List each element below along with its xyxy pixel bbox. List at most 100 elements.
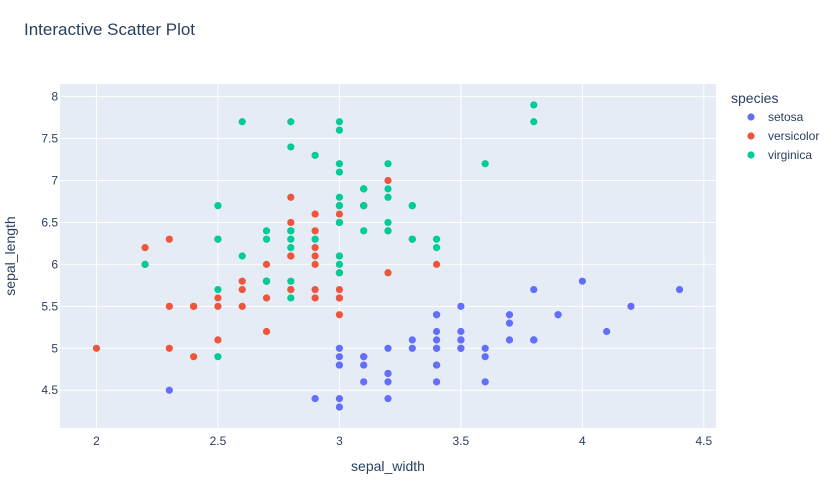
- point-virginica[interactable]: [432, 244, 441, 252]
- point-virginica[interactable]: [287, 235, 295, 243]
- point-virginica[interactable]: [335, 168, 344, 176]
- point-setosa[interactable]: [530, 336, 538, 344]
- point-versicolor[interactable]: [287, 285, 295, 294]
- point-setosa[interactable]: [384, 395, 392, 403]
- point-virginica[interactable]: [238, 252, 246, 260]
- point-setosa[interactable]: [481, 344, 489, 352]
- point-versicolor[interactable]: [311, 285, 319, 294]
- point-versicolor[interactable]: [335, 311, 344, 319]
- point-virginica[interactable]: [384, 218, 392, 227]
- point-virginica[interactable]: [384, 185, 392, 193]
- point-setosa[interactable]: [481, 378, 489, 386]
- point-virginica[interactable]: [432, 235, 441, 243]
- point-setosa[interactable]: [335, 395, 344, 403]
- point-virginica[interactable]: [141, 260, 149, 268]
- point-virginica[interactable]: [214, 285, 222, 294]
- point-virginica[interactable]: [335, 160, 344, 168]
- point-setosa[interactable]: [505, 311, 514, 319]
- point-virginica[interactable]: [408, 235, 416, 243]
- point-versicolor[interactable]: [238, 285, 246, 294]
- point-versicolor[interactable]: [214, 336, 222, 344]
- point-setosa[interactable]: [408, 336, 416, 344]
- point-versicolor[interactable]: [190, 302, 198, 310]
- point-versicolor[interactable]: [335, 210, 344, 218]
- point-versicolor[interactable]: [432, 260, 441, 268]
- point-virginica[interactable]: [335, 193, 344, 201]
- point-versicolor[interactable]: [311, 260, 319, 268]
- point-versicolor[interactable]: [335, 294, 344, 302]
- point-virginica[interactable]: [287, 143, 295, 151]
- point-virginica[interactable]: [384, 160, 392, 168]
- point-virginica[interactable]: [335, 260, 344, 268]
- legend-item-virginica[interactable]: virginica: [747, 148, 812, 162]
- point-setosa[interactable]: [432, 327, 441, 336]
- point-versicolor[interactable]: [214, 294, 222, 302]
- point-setosa[interactable]: [335, 403, 344, 411]
- point-virginica[interactable]: [287, 294, 295, 302]
- point-setosa[interactable]: [481, 353, 489, 361]
- point-virginica[interactable]: [262, 227, 271, 235]
- point-virginica[interactable]: [214, 353, 222, 361]
- point-setosa[interactable]: [505, 336, 514, 344]
- point-setosa[interactable]: [165, 386, 173, 394]
- point-setosa[interactable]: [384, 369, 392, 378]
- point-versicolor[interactable]: [311, 244, 319, 252]
- point-versicolor[interactable]: [384, 176, 392, 185]
- point-versicolor[interactable]: [262, 327, 271, 336]
- point-setosa[interactable]: [432, 336, 441, 344]
- point-virginica[interactable]: [530, 101, 538, 109]
- point-versicolor[interactable]: [287, 218, 295, 227]
- point-virginica[interactable]: [360, 227, 368, 235]
- point-virginica[interactable]: [335, 202, 344, 210]
- point-setosa[interactable]: [408, 344, 416, 352]
- point-versicolor[interactable]: [287, 193, 295, 201]
- point-virginica[interactable]: [335, 218, 344, 227]
- point-virginica[interactable]: [287, 118, 295, 126]
- point-versicolor[interactable]: [311, 227, 319, 235]
- point-setosa[interactable]: [603, 327, 611, 336]
- point-setosa[interactable]: [457, 336, 465, 344]
- point-virginica[interactable]: [481, 160, 489, 168]
- point-versicolor[interactable]: [141, 244, 149, 252]
- point-versicolor[interactable]: [92, 344, 101, 352]
- point-virginica[interactable]: [335, 118, 344, 126]
- point-versicolor[interactable]: [190, 353, 198, 361]
- point-virginica[interactable]: [287, 244, 295, 252]
- point-versicolor[interactable]: [165, 344, 173, 352]
- point-setosa[interactable]: [384, 378, 392, 386]
- point-virginica[interactable]: [311, 235, 319, 243]
- point-virginica[interactable]: [360, 185, 368, 193]
- point-versicolor[interactable]: [311, 252, 319, 260]
- point-versicolor[interactable]: [262, 260, 271, 268]
- point-virginica[interactable]: [335, 252, 344, 260]
- point-setosa[interactable]: [432, 361, 441, 369]
- point-setosa[interactable]: [360, 378, 368, 386]
- point-virginica[interactable]: [214, 202, 222, 210]
- point-setosa[interactable]: [432, 311, 441, 319]
- point-versicolor[interactable]: [311, 210, 319, 218]
- point-virginica[interactable]: [262, 235, 271, 243]
- point-setosa[interactable]: [360, 361, 368, 369]
- point-versicolor[interactable]: [311, 294, 319, 302]
- point-setosa[interactable]: [335, 361, 344, 369]
- point-virginica[interactable]: [408, 202, 416, 210]
- point-versicolor[interactable]: [238, 277, 246, 285]
- point-setosa[interactable]: [432, 378, 441, 386]
- point-virginica[interactable]: [335, 126, 344, 134]
- point-versicolor[interactable]: [287, 252, 295, 260]
- point-setosa[interactable]: [432, 344, 441, 352]
- point-versicolor[interactable]: [384, 269, 392, 277]
- point-virginica[interactable]: [262, 277, 271, 285]
- point-setosa[interactable]: [457, 344, 465, 352]
- point-setosa[interactable]: [627, 302, 635, 310]
- point-virginica[interactable]: [311, 151, 319, 159]
- point-virginica[interactable]: [360, 202, 368, 210]
- point-virginica[interactable]: [384, 193, 392, 201]
- point-virginica[interactable]: [214, 235, 222, 243]
- point-virginica[interactable]: [238, 118, 246, 126]
- point-setosa[interactable]: [311, 395, 319, 403]
- point-virginica[interactable]: [335, 269, 344, 277]
- point-setosa[interactable]: [457, 302, 465, 310]
- point-versicolor[interactable]: [238, 302, 246, 310]
- point-versicolor[interactable]: [214, 302, 222, 310]
